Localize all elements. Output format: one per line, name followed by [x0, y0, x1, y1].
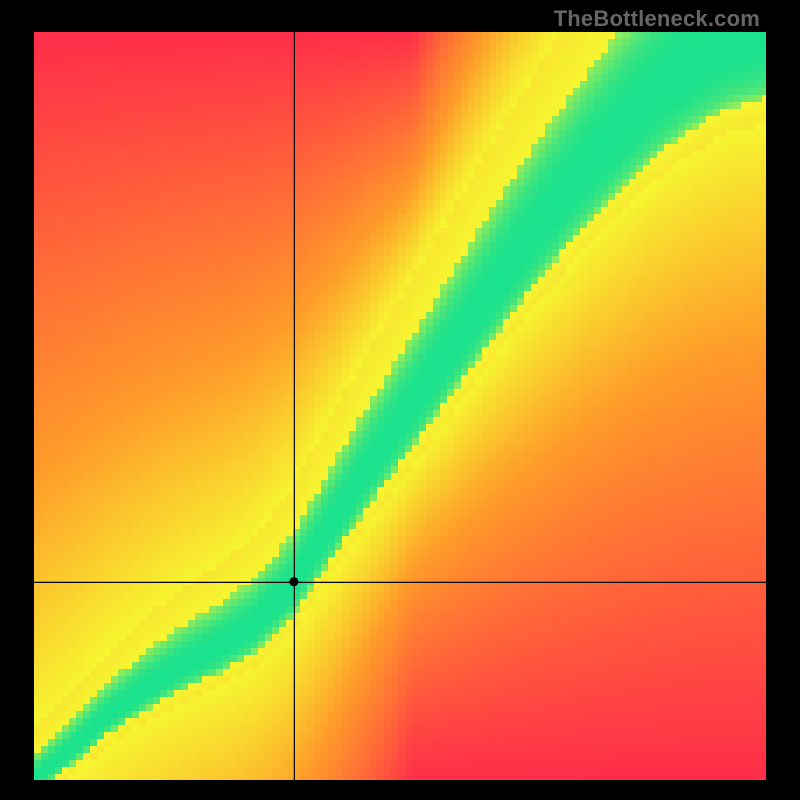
bottleneck-heatmap	[0, 0, 800, 800]
chart-container: TheBottleneck.com	[0, 0, 800, 800]
watermark-text: TheBottleneck.com	[554, 6, 760, 32]
